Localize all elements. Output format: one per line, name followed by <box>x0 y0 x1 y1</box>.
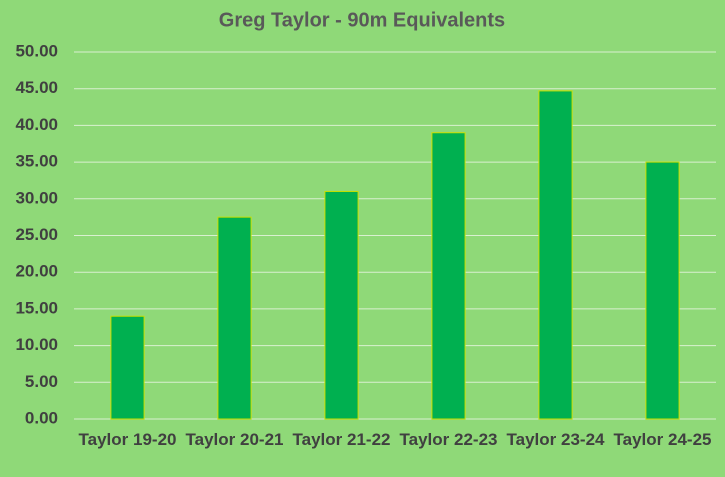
bar <box>217 216 252 420</box>
x-tick-label: Taylor 23-24 <box>506 430 605 449</box>
bar <box>110 315 145 420</box>
bar <box>538 90 573 420</box>
y-tick-label: 5.00 <box>25 372 58 391</box>
y-tick-label: 0.00 <box>25 408 58 427</box>
y-tick-label: 15.00 <box>15 298 58 317</box>
y-tick-label: 10.00 <box>15 335 58 354</box>
y-tick-label: 40.00 <box>15 115 58 134</box>
x-tick-label: Taylor 20-21 <box>185 430 284 449</box>
bar <box>645 161 680 420</box>
x-tick-label: Taylor 19-20 <box>78 430 177 449</box>
y-tick-label: 35.00 <box>15 152 58 171</box>
chart-title: Greg Taylor - 90m Equivalents <box>219 9 505 31</box>
y-tick-label: 25.00 <box>15 225 58 244</box>
x-tick-label: Taylor 24-25 <box>613 430 712 449</box>
x-tick-label: Taylor 21-22 <box>292 430 391 449</box>
y-tick-label: 20.00 <box>15 262 58 281</box>
y-tick-label: 30.00 <box>15 188 58 207</box>
y-tick-label: 50.00 <box>15 41 58 60</box>
bar <box>324 190 359 420</box>
x-tick-label: Taylor 22-23 <box>399 430 498 449</box>
y-tick-label: 45.00 <box>15 78 58 97</box>
bar <box>431 132 466 420</box>
